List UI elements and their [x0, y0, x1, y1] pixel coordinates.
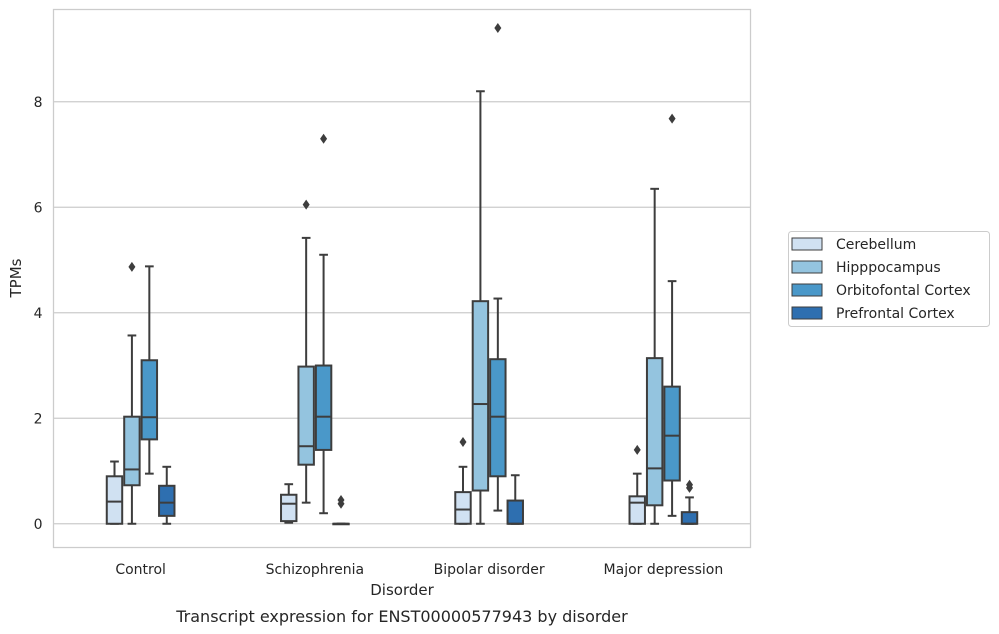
- legend-item: Orbitofontal Cortex: [791, 283, 971, 299]
- plot-frame: [52, 8, 752, 549]
- y-tick-label: 0: [34, 517, 43, 533]
- y-axis-title: TPMs: [7, 258, 25, 298]
- outlier-point: [302, 199, 310, 210]
- box: [332, 495, 350, 526]
- series-prefrontal-cortex: [158, 465, 699, 526]
- legend: Cerebellum Hipppocampus Orbitofontal Corte…: [788, 231, 990, 327]
- outlier-point: [320, 133, 328, 144]
- grid-lines: [53, 101, 751, 525]
- box: [454, 437, 472, 525]
- legend-item: Cerebellum: [791, 237, 916, 253]
- legend-label: Hipppocampus: [836, 260, 941, 276]
- legend-frame: [788, 231, 990, 327]
- box-iqr: [297, 365, 315, 466]
- x-tick-label: Schizophrenia: [266, 562, 364, 578]
- x-tick-label: Major depression: [604, 562, 724, 578]
- y-tick-label: 8: [34, 95, 43, 111]
- box-iqr: [489, 358, 507, 478]
- box-iqr: [454, 491, 472, 525]
- y-tick-label: 2: [34, 411, 43, 427]
- legend-swatch: [791, 306, 823, 320]
- y-tick-labels: 0 2 4 6 8: [34, 95, 43, 533]
- box-iqr: [663, 385, 681, 482]
- legend-swatch: [791, 237, 823, 251]
- box: [314, 133, 333, 515]
- x-tick-labels: Control Schizophrenia Bipolar disorder Majo…: [115, 562, 723, 578]
- legend-label: Cerebellum: [836, 237, 916, 253]
- box-iqr: [140, 359, 159, 441]
- box-iqr: [158, 484, 176, 517]
- outlier-point: [668, 113, 676, 124]
- box-iqr: [506, 499, 524, 525]
- series-orbitofontal-cortex: [140, 22, 681, 517]
- outlier-point: [337, 495, 345, 506]
- legend-swatch: [791, 260, 823, 274]
- box: [471, 90, 490, 525]
- box-iqr: [314, 364, 333, 451]
- box: [280, 483, 298, 524]
- legend-item: Hipppocampus: [791, 260, 941, 276]
- series-hipppocampus: [123, 90, 664, 525]
- outlier-point: [459, 437, 467, 448]
- box: [628, 444, 646, 525]
- box-iqr: [680, 511, 699, 525]
- legend-label: Prefrontal Cortex: [836, 306, 955, 322]
- box-iqr: [123, 415, 141, 487]
- x-tick-label: Control: [115, 562, 166, 578]
- y-tick-label: 6: [34, 200, 43, 216]
- box-iqr: [280, 493, 298, 523]
- box: [158, 465, 176, 525]
- box-iqr: [645, 357, 664, 507]
- y-tick-label: 4: [34, 306, 43, 322]
- series-cerebellum: [105, 437, 646, 525]
- box: [297, 199, 315, 504]
- outlier-point: [633, 444, 641, 455]
- figure-caption: Transcript expression for ENST0000057794…: [175, 607, 628, 626]
- box: [123, 261, 141, 525]
- box: [489, 22, 507, 512]
- box-series: [105, 22, 699, 526]
- x-axis-title: Disorder: [370, 581, 434, 599]
- box-iqr: [471, 300, 490, 492]
- outlier-point: [494, 22, 502, 33]
- box-iqr: [105, 475, 124, 525]
- box: [105, 460, 124, 525]
- outlier-point: [686, 479, 694, 490]
- outlier-point: [128, 261, 136, 272]
- box: [663, 113, 681, 517]
- legend-label: Orbitofontal Cortex: [836, 283, 971, 299]
- box: [506, 474, 524, 525]
- box: [645, 187, 664, 525]
- legend-swatch: [791, 283, 823, 297]
- box-iqr: [628, 495, 646, 525]
- box: [680, 479, 699, 525]
- x-tick-label: Bipolar disorder: [434, 562, 545, 578]
- box: [140, 265, 159, 475]
- legend-item: Prefrontal Cortex: [791, 306, 955, 322]
